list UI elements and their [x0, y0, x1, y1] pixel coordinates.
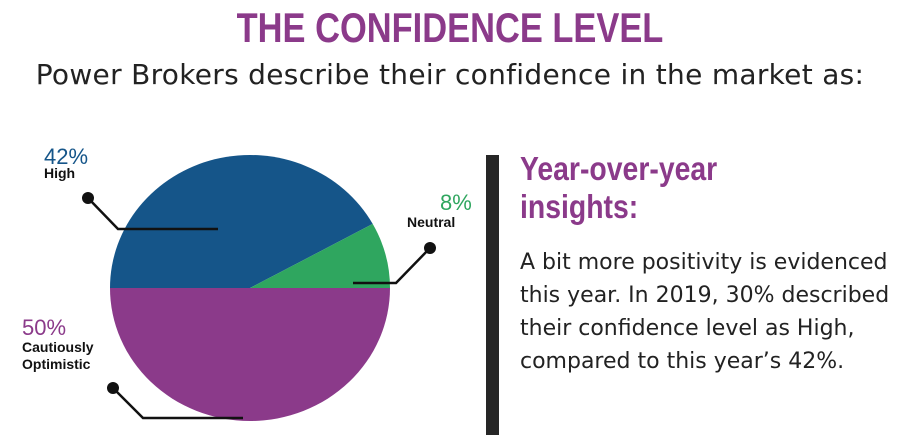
- slice-percent-high: 42%: [44, 144, 88, 169]
- slice-label-high: High: [44, 165, 75, 181]
- slice-percent-neutral: 8%: [440, 190, 472, 215]
- pie-slice-neutral: [250, 223, 390, 288]
- page-subtitle: Power Brokers describe their confidence …: [35, 58, 865, 91]
- pie-slice-cautiously-optimistic: [110, 288, 390, 421]
- leader-line-cautiously-optimistic: [112, 387, 243, 420]
- leader-line-neutral: [353, 247, 431, 285]
- slice-label-neutral: Neutral: [407, 214, 455, 230]
- slice-percent-cautiously-optimistic: 50%: [22, 315, 66, 340]
- insights-body: A bit more positivity is evidenced this …: [520, 250, 890, 374]
- slice-label-cautiously-optimistic: Cautiously Optimistic: [22, 339, 94, 372]
- leader-dot-high: [82, 192, 94, 204]
- leader-dot-neutral: [424, 242, 436, 254]
- leader-line-high: [87, 197, 218, 231]
- confidence-pie-chart: 42%High 8%Neutral 50%Cautiously Optimistic: [22, 144, 472, 421]
- insights-title: Year-over-year insights:: [520, 150, 718, 225]
- pie-slice-high: [110, 155, 373, 288]
- leader-dot-cautiously-optimistic: [107, 382, 119, 394]
- vertical-divider: [486, 155, 499, 435]
- page-title: THE CONFIDENCE LEVEL: [236, 4, 664, 51]
